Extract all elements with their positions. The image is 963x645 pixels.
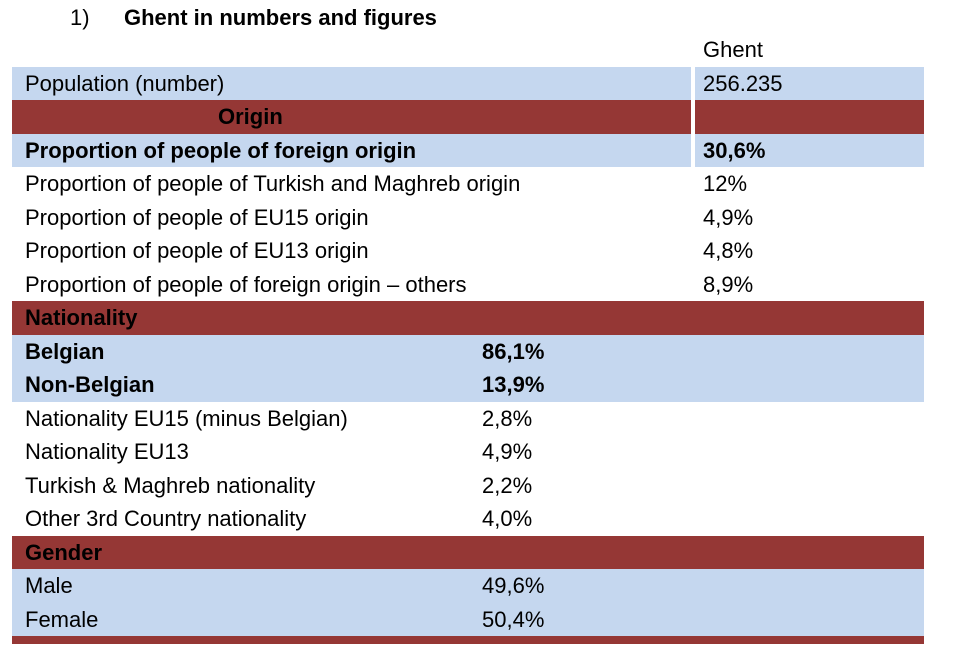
section-label: Nationality bbox=[25, 305, 138, 330]
section-header-gender: Gender bbox=[12, 535, 924, 569]
heading-title: Ghent in numbers and figures bbox=[124, 5, 437, 30]
table-row: Belgian 86,1% bbox=[12, 334, 924, 368]
section-label: Gender bbox=[25, 539, 103, 565]
row-value: 30,6% bbox=[703, 137, 766, 163]
column-divider bbox=[691, 133, 695, 167]
row-label: Proportion of people of foreign origin –… bbox=[25, 271, 467, 297]
row-value: 256.235 bbox=[703, 70, 783, 96]
row-label: Belgian bbox=[25, 338, 105, 364]
table-row: Proportion of people of Turkish and Magh… bbox=[12, 167, 924, 201]
table-row: Male 49,6% bbox=[12, 569, 924, 603]
table-row: Nationality EU13 4,9% bbox=[12, 435, 924, 469]
row-value: 4,0% bbox=[482, 506, 533, 531]
row-label: Turkish & Maghreb nationality bbox=[25, 472, 316, 498]
row-value: 2,8% bbox=[482, 405, 533, 431]
row-label: Proportion of people of EU15 origin bbox=[25, 204, 369, 230]
ghent-figures-table: Ghent Population (number) 256.235 Origin… bbox=[12, 33, 924, 644]
row-label: Proportion of people of foreign origin bbox=[25, 137, 417, 163]
row-value: 49,6% bbox=[482, 573, 545, 598]
table-row: Proportion of people of foreign origin –… bbox=[12, 268, 924, 302]
row-value: 4,9% bbox=[482, 439, 533, 464]
row-value: 86,1% bbox=[482, 338, 545, 364]
table-row: Proportion of people of EU15 origin 4,9% bbox=[12, 201, 924, 235]
row-label: Male bbox=[25, 573, 73, 598]
section-label: Origin bbox=[218, 104, 283, 129]
table-row: Proportion of people of EU13 origin 4,8% bbox=[12, 234, 924, 268]
table-row: Non-Belgian 13,9% bbox=[12, 368, 924, 402]
table-row-population: Population (number) 256.235 bbox=[12, 66, 924, 100]
row-label: Population (number) bbox=[25, 70, 225, 96]
table-row: Nationality EU15 (minus Belgian) 2,8% bbox=[12, 402, 924, 436]
heading-number: 1) bbox=[70, 5, 90, 30]
row-label: Female bbox=[25, 606, 99, 632]
table-row: Other 3rd Country nationality 4,0% bbox=[12, 502, 924, 536]
section-heading: 1) Ghent in numbers and figures bbox=[70, 2, 437, 34]
table-row: Proportion of people of foreign origin 3… bbox=[12, 133, 924, 167]
section-header-nationality: Nationality bbox=[12, 301, 924, 335]
section-header-origin: Origin bbox=[12, 100, 924, 134]
table-header-row: Ghent bbox=[12, 33, 924, 67]
table-row: Turkish & Maghreb nationality 2,2% bbox=[12, 469, 924, 503]
row-label: Non-Belgian bbox=[25, 372, 155, 397]
column-header-ghent: Ghent bbox=[703, 37, 763, 62]
row-value: 4,9% bbox=[703, 204, 754, 230]
row-label: Nationality EU13 bbox=[25, 439, 189, 464]
row-value: 2,2% bbox=[482, 472, 533, 498]
table-row: Female 50,4% bbox=[12, 602, 924, 636]
row-label: Proportion of people of Turkish and Magh… bbox=[25, 171, 521, 196]
row-value: 4,8% bbox=[703, 238, 754, 263]
column-divider bbox=[691, 66, 695, 100]
cut-off-section-header bbox=[12, 636, 924, 644]
row-value: 8,9% bbox=[703, 271, 754, 297]
row-value: 50,4% bbox=[482, 606, 545, 632]
column-divider bbox=[691, 100, 695, 134]
row-value: 13,9% bbox=[482, 372, 545, 397]
row-label: Proportion of people of EU13 origin bbox=[25, 238, 369, 263]
row-value: 12% bbox=[703, 171, 748, 196]
row-label: Other 3rd Country nationality bbox=[25, 506, 307, 531]
row-label: Nationality EU15 (minus Belgian) bbox=[25, 405, 348, 431]
